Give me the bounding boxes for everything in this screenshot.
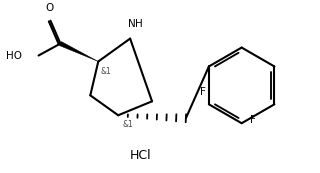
Polygon shape <box>60 42 98 61</box>
Text: N: N <box>128 19 136 29</box>
Text: F: F <box>250 115 255 125</box>
Text: HCl: HCl <box>129 149 151 162</box>
Text: &1: &1 <box>122 120 133 129</box>
Text: HO: HO <box>6 51 22 61</box>
Text: H: H <box>135 19 143 29</box>
Text: &1: &1 <box>100 67 111 76</box>
Text: O: O <box>45 3 54 13</box>
Text: F: F <box>200 87 206 97</box>
